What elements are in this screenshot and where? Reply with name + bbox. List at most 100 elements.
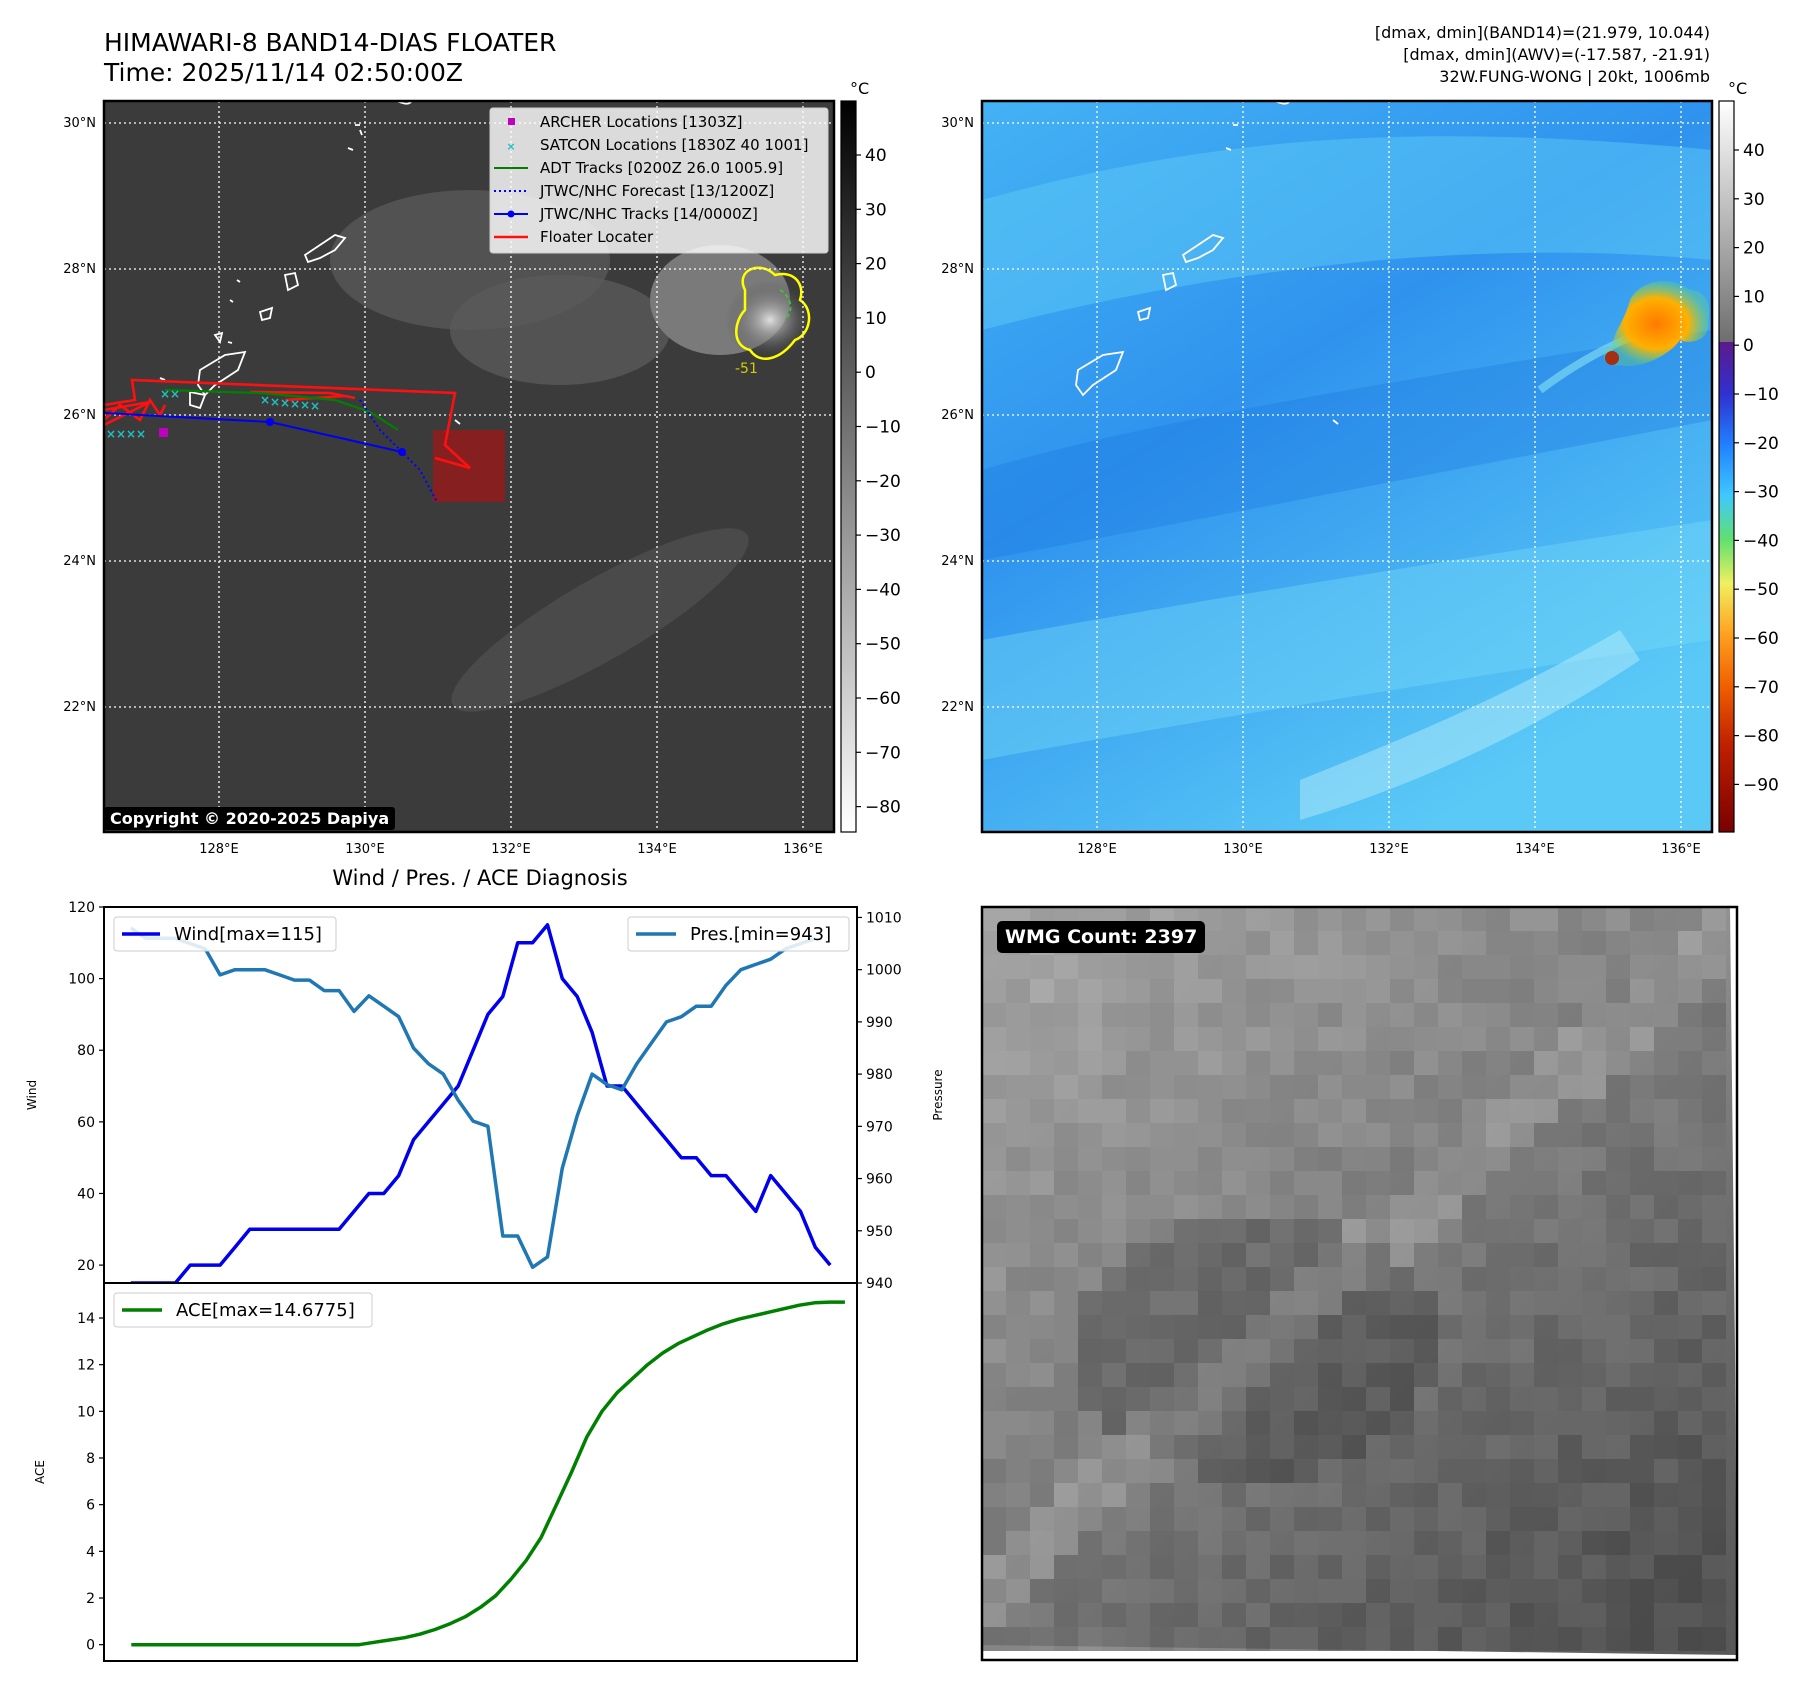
svg-text:134°E: 134°E — [637, 842, 677, 857]
svg-text:132°E: 132°E — [1369, 842, 1409, 857]
coastline — [159, 99, 461, 425]
svg-text:128°E: 128°E — [1077, 842, 1117, 857]
svg-text:136°E: 136°E — [1661, 842, 1701, 857]
legend-entry: Floater Locater — [540, 228, 654, 246]
gray-colorbar-label: 10 — [865, 309, 887, 329]
svg-text:×: × — [126, 427, 136, 441]
svg-text:×: × — [290, 397, 300, 411]
pressure-legend-label: Pres.[min=943] — [690, 924, 831, 945]
legend-entry: JTWC/NHC Tracks [14/0000Z] — [539, 205, 758, 223]
color-colorbar-label: 30 — [1743, 190, 1765, 210]
svg-text:30°N: 30°N — [63, 116, 96, 131]
svg-text:130°E: 130°E — [345, 842, 385, 857]
pressure-tick-label: 1010 — [866, 910, 902, 926]
ace-tick-label: 2 — [86, 1591, 95, 1607]
pressure-tick-label: 1000 — [866, 963, 902, 979]
pressure-tick-label: 980 — [866, 1067, 893, 1083]
archer-marker — [159, 428, 168, 437]
color-colorbar: °C 40 30 20 10 0 −10 −20 −30 −40 −50 −60 −70 −80 −90 — [1718, 79, 1779, 833]
wind-tick-label: 100 — [68, 972, 95, 988]
cold-cloud-contour — [735, 266, 811, 360]
ace-tick-label: 4 — [86, 1544, 95, 1560]
svg-text:128°E: 128°E — [199, 842, 239, 857]
ace-tick-label: 8 — [86, 1451, 95, 1467]
map-gridlines — [982, 101, 1712, 832]
pressure-tick-label: 950 — [866, 1224, 893, 1240]
svg-text:26°N: 26°N — [941, 408, 974, 423]
awv-map-lon-labels: 128°E 130°E 132°E 134°E 136°E — [1077, 842, 1701, 857]
wind-tick-label: 60 — [77, 1115, 95, 1131]
ace-chart: 0 2 4 6 8 10 12 14 ACE[max=14.6775] — [77, 1282, 858, 1662]
gray-colorbar-label: −20 — [865, 472, 901, 492]
gray-colorbar-label: −30 — [865, 526, 901, 546]
jtwc-track-point — [266, 418, 274, 426]
wind-legend-label: Wind[max=115] — [174, 924, 322, 945]
color-colorbar-label: 0 — [1743, 336, 1754, 356]
pressure-tick-label: 970 — [866, 1119, 893, 1135]
svg-text:×: × — [160, 387, 170, 401]
legend-satcon-swatch: × — [506, 140, 515, 153]
ace-tick-label: 12 — [77, 1358, 95, 1374]
ace-tick-label: 0 — [86, 1638, 95, 1654]
color-colorbar-label: −30 — [1743, 483, 1779, 503]
gray-colorbar-label: −60 — [865, 689, 901, 709]
svg-text:22°N: 22°N — [941, 700, 974, 715]
pressure-tick-label: 990 — [866, 1015, 893, 1031]
svg-text:134°E: 134°E — [1515, 842, 1555, 857]
info-dmax-band14: [dmax, dmin](BAND14)=(21.979, 10.044) — [1375, 23, 1710, 42]
ace-legend-label: ACE[max=14.6775] — [176, 1300, 355, 1321]
color-colorbar-label: −60 — [1743, 629, 1779, 649]
svg-text:×: × — [280, 396, 290, 410]
ace-series-line — [131, 1300, 845, 1647]
svg-text:24°N: 24°N — [941, 554, 974, 569]
svg-text:130°E: 130°E — [1223, 842, 1263, 857]
color-colorbar-label: −90 — [1743, 775, 1779, 795]
svg-text:×: × — [270, 395, 280, 409]
gray-colorbar: °C 40 30 20 10 0 −10 −20 −30 −40 −50 −60 −70 −80 — [840, 79, 901, 833]
wind-tick-label: 80 — [77, 1043, 95, 1059]
satcon-markers: × × × × × × × ×× × × × — [106, 387, 320, 441]
pressure-tick-label: 960 — [866, 1172, 893, 1188]
svg-text:×: × — [106, 427, 116, 441]
ir-map-lon-labels: 128°E 130°E 132°E 134°E 136°E — [199, 842, 823, 857]
wind-legend: Wind[max=115] — [113, 916, 337, 952]
color-colorbar-label: 10 — [1743, 287, 1765, 307]
ace-tick-label: 6 — [86, 1498, 95, 1514]
color-colorbar-label: 20 — [1743, 239, 1765, 259]
wmg-panel — [980, 905, 1739, 1662]
svg-text:22°N: 22°N — [63, 700, 96, 715]
pressure-legend: Pres.[min=943] — [627, 916, 850, 952]
wind-tick-label: 20 — [77, 1258, 95, 1274]
color-colorbar-label: −20 — [1743, 434, 1779, 454]
gray-colorbar-unit: °C — [850, 79, 869, 98]
color-colorbar-unit: °C — [1728, 79, 1747, 98]
svg-text:132°E: 132°E — [491, 842, 531, 857]
pressure-axis-label: Pressure — [931, 1069, 945, 1120]
figure-time: Time: 2025/11/14 02:50:00Z — [103, 58, 463, 87]
gray-colorbar-label: 30 — [865, 200, 887, 220]
svg-text:26°N: 26°N — [63, 408, 96, 423]
wmg-count-badge: WMG Count: 2397 — [997, 921, 1206, 953]
gray-colorbar-label: −10 — [865, 418, 901, 438]
diagnosis-title: Wind / Pres. / ACE Diagnosis — [332, 866, 627, 890]
svg-text:28°N: 28°N — [941, 262, 974, 277]
gray-colorbar-label: 40 — [865, 146, 887, 166]
ace-tick-label: 14 — [77, 1311, 95, 1327]
color-colorbar-label: −40 — [1743, 531, 1779, 551]
gray-colorbar-label: 0 — [865, 363, 876, 383]
ir-map-panel: -51 — [102, 99, 836, 834]
gray-colorbar-label: 20 — [865, 255, 887, 275]
pressure-tick-label: 940 — [866, 1276, 893, 1292]
color-colorbar-label: 40 — [1743, 141, 1765, 161]
gray-colorbar-label: −70 — [865, 743, 901, 763]
wind-tick-label: 120 — [68, 900, 95, 916]
wind-series-line — [130, 923, 832, 1285]
legend-entry: SATCON Locations [1830Z 40 1001] — [540, 136, 808, 154]
gray-colorbar-label: −80 — [865, 798, 901, 818]
svg-text:24°N: 24°N — [63, 554, 96, 569]
color-colorbar-label: −80 — [1743, 727, 1779, 747]
color-colorbar-label: −70 — [1743, 678, 1779, 698]
ir-map-lat-labels: 30°N 28°N 26°N 24°N 22°N — [63, 116, 96, 715]
svg-text:28°N: 28°N — [63, 262, 96, 277]
